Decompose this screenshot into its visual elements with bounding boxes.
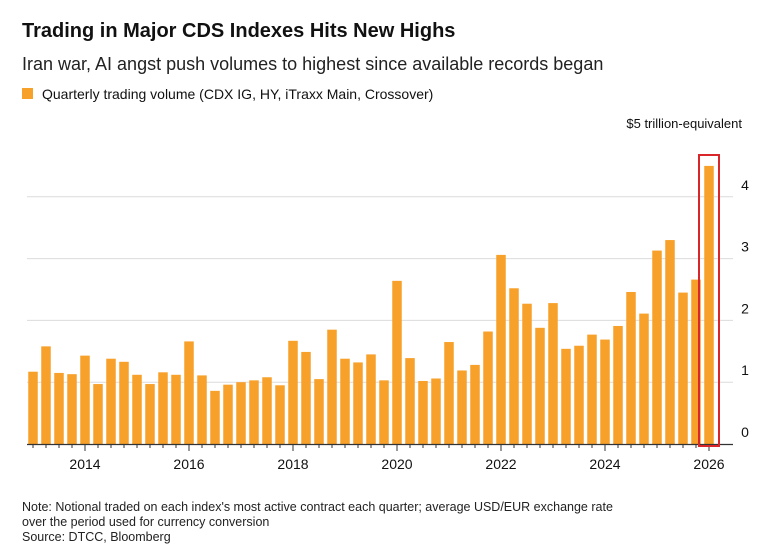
bar (444, 342, 454, 444)
y-tick-label: 0 (741, 424, 749, 440)
bar (587, 334, 597, 444)
bar (366, 354, 376, 444)
chart-title: Trading in Major CDS Indexes Hits New Hi… (22, 20, 455, 42)
bar (639, 313, 649, 444)
x-tick-label: 2026 (693, 456, 724, 472)
bar (405, 358, 415, 444)
bar (327, 329, 337, 444)
bar (301, 351, 311, 444)
x-tick-label: 2022 (485, 456, 516, 472)
bar (431, 378, 441, 444)
bar (483, 331, 493, 444)
bar (158, 372, 168, 444)
bar (28, 371, 38, 444)
bar (119, 361, 129, 444)
bar (340, 358, 350, 444)
bar (353, 362, 363, 444)
bar (41, 346, 51, 444)
y-tick-label: 2 (741, 300, 749, 316)
bars (28, 165, 714, 444)
bar (93, 384, 103, 444)
y-axis-labels: 0 1 2 3 4 (741, 177, 749, 440)
note-line-1: Note: Notional traded on each index's mo… (22, 500, 613, 514)
bar (262, 377, 272, 444)
bar (652, 250, 662, 444)
bar (522, 303, 532, 444)
bar (509, 288, 519, 444)
bar (249, 380, 259, 444)
bar (418, 380, 428, 444)
bar (665, 240, 675, 444)
bar (184, 341, 194, 444)
legend-label: Quarterly trading volume (CDX IG, HY, iT… (42, 86, 433, 102)
bar (67, 374, 77, 444)
bar (535, 327, 545, 444)
bar (678, 292, 688, 444)
bar (275, 385, 285, 444)
x-tick-label: 2024 (589, 456, 620, 472)
bar (457, 370, 467, 444)
source: Source: DTCC, Bloomberg (22, 530, 171, 544)
bar (548, 303, 558, 444)
bar (470, 364, 480, 444)
bar (210, 390, 220, 444)
bar (132, 374, 142, 444)
x-axis: 2014 2016 2018 2020 2022 2024 2026 (27, 443, 733, 472)
bar (600, 339, 610, 444)
bar (145, 384, 155, 444)
bar (171, 374, 181, 444)
bar (106, 358, 116, 444)
legend-swatch (22, 88, 33, 99)
x-tick-label: 2018 (277, 456, 308, 472)
y-tick-label: 3 (741, 239, 749, 255)
bar (80, 355, 90, 444)
bar (379, 380, 389, 444)
bar (626, 291, 636, 444)
bar (496, 254, 506, 444)
x-tick-label: 2016 (173, 456, 204, 472)
unit-label: $5 trillion-equivalent (626, 116, 742, 131)
bar (574, 345, 584, 444)
bar (223, 384, 233, 444)
bar (288, 340, 298, 444)
bar (392, 280, 402, 444)
x-tick-label: 2014 (69, 456, 100, 472)
bar (613, 325, 623, 444)
y-tick-label: 4 (741, 177, 749, 193)
y-tick-label: 1 (741, 362, 749, 378)
highlight-box (698, 154, 720, 447)
note-line-2: over the period used for currency conver… (22, 515, 269, 529)
bar (704, 165, 714, 444)
bar (561, 348, 571, 444)
bar (197, 375, 207, 444)
chart-subtitle: Iran war, AI angst push volumes to highe… (22, 54, 603, 74)
bar (236, 382, 246, 444)
bar (54, 372, 64, 444)
bar (314, 379, 324, 444)
bar (691, 279, 701, 444)
x-tick-label: 2020 (381, 456, 412, 472)
